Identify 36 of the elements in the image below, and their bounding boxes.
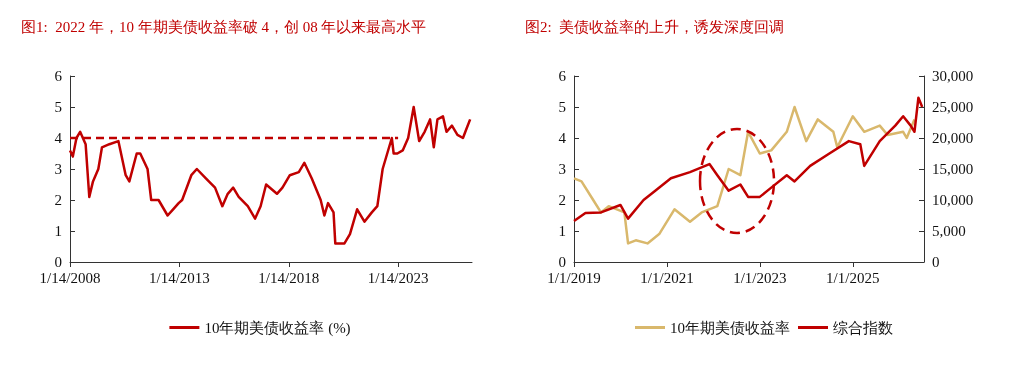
y-tick-label: 4 bbox=[54, 130, 63, 146]
x-tick-label: 1/14/2018 bbox=[258, 269, 320, 286]
y-tick-label: 0 bbox=[54, 254, 62, 270]
y2-tick-label: 15,000 bbox=[932, 161, 974, 177]
y-tick-label: 5 bbox=[54, 99, 62, 115]
x-tick-label: 1/1/2025 bbox=[826, 269, 880, 286]
y-tick-label: 1 bbox=[54, 223, 62, 239]
y-tick-label: 3 bbox=[54, 161, 62, 177]
x-tick-label: 1/14/2008 bbox=[39, 269, 101, 286]
chart-title: 图1: 2022 年，10 年期美债收益率破 4，创 08 年以来最高水平 bbox=[21, 18, 427, 35]
y-tick-label: 3 bbox=[558, 161, 566, 177]
line-series bbox=[572, 105, 916, 245]
y2-tick-label: 0 bbox=[932, 254, 940, 270]
line-series bbox=[68, 105, 472, 245]
x-tick-label: 1/1/2019 bbox=[547, 269, 601, 286]
x-tick-label: 1/14/2013 bbox=[148, 269, 210, 286]
y-tick-label: 6 bbox=[54, 68, 63, 84]
legend-label: 综合指数 bbox=[833, 319, 893, 336]
y2-tick-label: 20,000 bbox=[932, 130, 974, 146]
y2-tick-label: 30,000 bbox=[932, 68, 974, 84]
y-tick-label: 4 bbox=[558, 130, 567, 146]
legend-label: 10年期美债收益率 bbox=[670, 319, 790, 336]
y2-tick-label: 25,000 bbox=[932, 99, 974, 115]
x-tick-label: 1/1/2023 bbox=[733, 269, 787, 286]
y-tick-label: 1 bbox=[558, 223, 566, 239]
x-tick-label: 1/14/2023 bbox=[367, 269, 429, 286]
y-tick-label: 5 bbox=[558, 99, 566, 115]
y2-tick-label: 10,000 bbox=[932, 192, 974, 208]
x-tick-label: 1/1/2021 bbox=[640, 269, 694, 286]
y-tick-label: 0 bbox=[558, 254, 566, 270]
y-tick-label: 6 bbox=[558, 68, 567, 84]
y-tick-label: 2 bbox=[54, 192, 62, 208]
y2-tick-label: 5,000 bbox=[932, 223, 966, 239]
legend-label: 10年期美债收益率 (%) bbox=[204, 319, 351, 337]
chart-title: 图2: 美债收益率的上升，诱发深度回调 bbox=[525, 18, 785, 35]
y-tick-label: 2 bbox=[558, 192, 566, 208]
